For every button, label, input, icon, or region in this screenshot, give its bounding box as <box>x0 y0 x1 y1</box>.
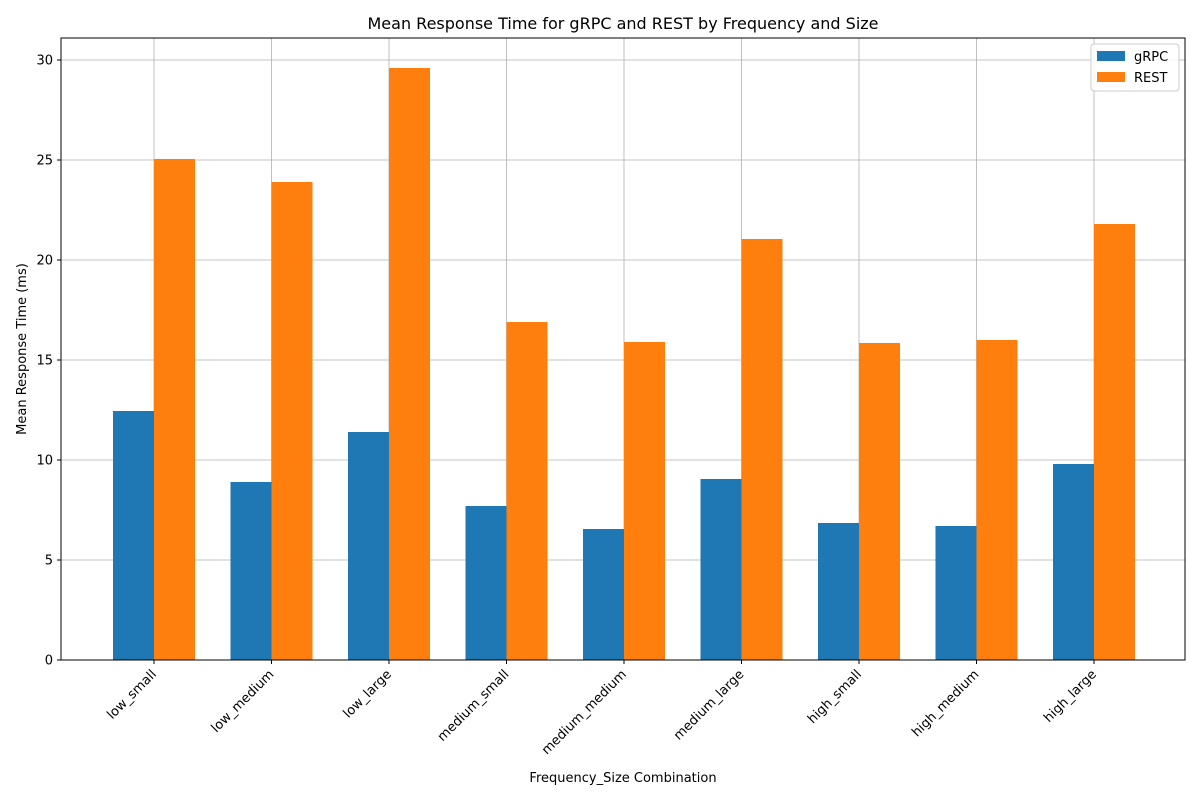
plot-frame <box>60 37 1186 661</box>
legend-label-grpc: gRPC <box>1134 50 1168 65</box>
y-tick-label: 20 <box>36 254 53 269</box>
y-tick-label: 25 <box>36 154 53 169</box>
x-tick-label: medium_large <box>671 667 747 743</box>
bar-rest-medium_large <box>741 239 783 660</box>
bar-rest-low_medium <box>271 182 313 660</box>
bar-rest-high_small <box>859 343 900 660</box>
bar-grpc-medium_small <box>465 506 507 660</box>
x-tick-label: high_small <box>805 667 865 727</box>
bar-grpc-low_small <box>113 411 154 660</box>
bar-grpc-medium_large <box>700 479 742 660</box>
bar-rest-medium_medium <box>624 342 665 660</box>
x-tick-label: low_medium <box>209 667 278 736</box>
bar-rest-high_medium <box>976 340 1018 660</box>
x-tick-label: high_large <box>1041 667 1100 726</box>
x-tick-label: medium_small <box>435 667 512 744</box>
y-axis: 0 5 10 15 20 25 30 <box>36 54 61 669</box>
bar-grpc-high_small <box>818 523 859 660</box>
legend-swatch-grpc <box>1097 51 1125 61</box>
y-tick-label: 0 <box>45 654 53 669</box>
y-tick-label: 15 <box>36 354 53 369</box>
x-tick-label: high_medium <box>909 667 982 740</box>
bars-layer <box>113 68 1135 660</box>
bar-grpc-high_medium <box>935 526 977 660</box>
bar-grpc-low_large <box>348 432 389 660</box>
bar-grpc-high_large <box>1053 464 1094 660</box>
x-tick-label: low_large <box>341 667 395 721</box>
bar-grpc-medium_medium <box>583 529 624 660</box>
bar-rest-low_small <box>154 159 195 660</box>
bar-rest-medium_small <box>506 322 548 660</box>
legend: gRPC REST <box>1090 43 1180 92</box>
x-tick-label: medium_medium <box>539 667 630 758</box>
bar-rest-low_large <box>389 68 430 660</box>
x-tick-label: low_small <box>104 667 159 722</box>
bar-grpc-low_medium <box>230 482 272 660</box>
y-tick-label: 5 <box>45 554 53 569</box>
legend-label-rest: REST <box>1134 71 1167 86</box>
y-tick-label: 10 <box>36 454 53 469</box>
y-tick-label: 30 <box>36 54 53 69</box>
legend-swatch-rest <box>1097 72 1125 82</box>
x-axis: low_small low_medium low_large medium_small… <box>104 660 1100 758</box>
y-axis-label: Mean Response Time (ms) <box>15 263 30 435</box>
chart-title: Mean Response Time for gRPC and REST by … <box>367 14 878 33</box>
x-axis-label: Frequency_Size Combination <box>529 771 716 786</box>
bar-rest-high_large <box>1094 224 1135 660</box>
